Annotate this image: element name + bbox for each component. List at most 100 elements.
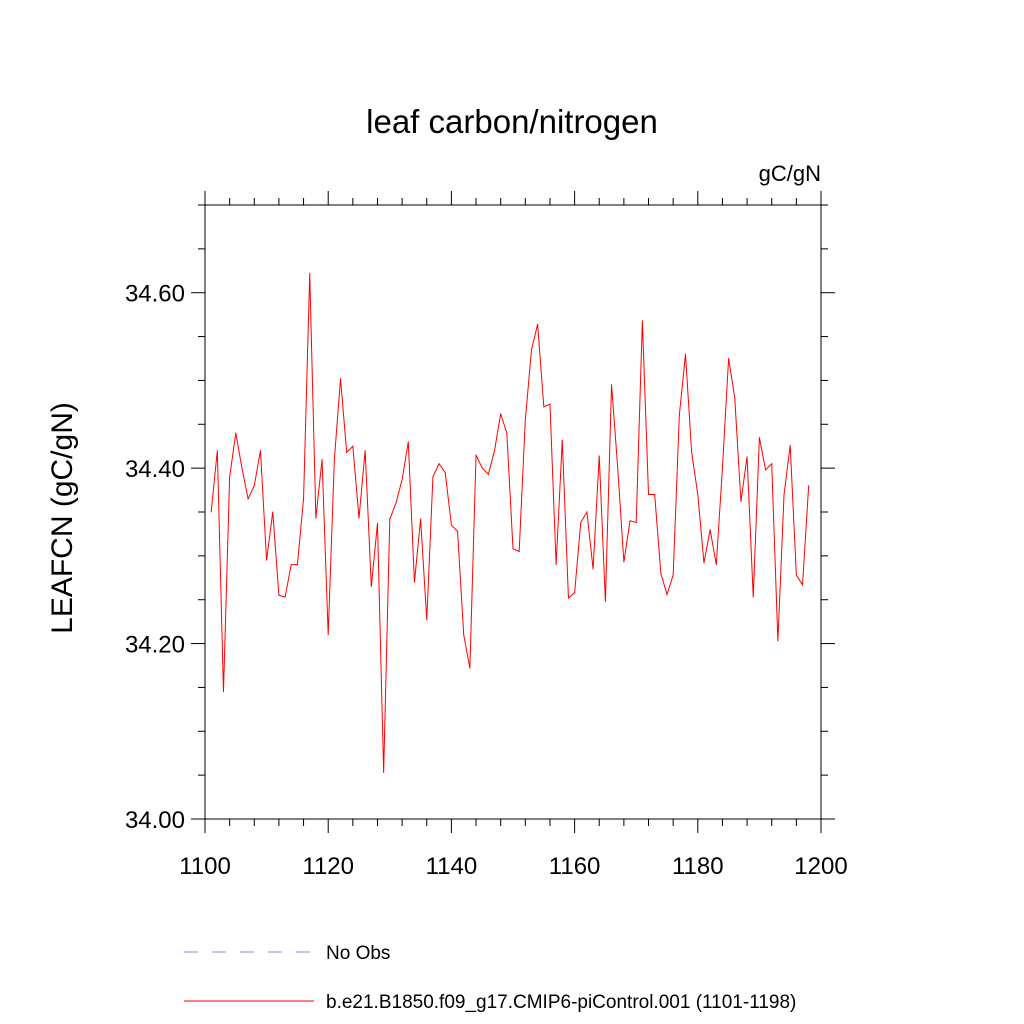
data-point (758, 436, 760, 438)
data-point (623, 561, 625, 563)
data-point (444, 472, 446, 474)
data-point (500, 413, 502, 415)
data-point (321, 458, 323, 460)
data-point (691, 451, 693, 453)
units-label: gC/gN (759, 161, 821, 186)
ticks-layer (191, 191, 835, 833)
data-point (703, 562, 705, 564)
data-point (407, 441, 409, 443)
data-point (494, 450, 496, 452)
data-point (383, 772, 385, 774)
data-point (567, 597, 569, 599)
data-point (222, 691, 224, 693)
data-point (684, 353, 686, 355)
data-point (241, 467, 243, 469)
data-point (672, 574, 674, 576)
data-point (450, 524, 452, 526)
data-point (574, 592, 576, 594)
y-tick-label: 34.20 (125, 632, 185, 659)
data-point (340, 378, 342, 380)
data-point (358, 517, 360, 519)
data-point (765, 469, 767, 471)
data-point (635, 522, 637, 524)
data-point (721, 467, 723, 469)
data-point (641, 320, 643, 322)
data-point (259, 450, 261, 452)
data-point (518, 550, 520, 552)
y-tick-label: 34.00 (125, 807, 185, 834)
data-point (346, 451, 348, 453)
x-tick-label: 1200 (794, 853, 847, 880)
data-point (487, 473, 489, 475)
data-point (389, 518, 391, 520)
data-point (580, 522, 582, 524)
data-point (438, 463, 440, 465)
data-point (678, 415, 680, 417)
x-tick-label: 1140 (426, 853, 478, 880)
data-point (506, 432, 508, 434)
y-axis-label: LEAFCN (gC/gN) (46, 402, 79, 634)
data-point (543, 406, 545, 408)
series-layer (210, 272, 810, 774)
data-point (376, 522, 378, 524)
legend-label-1: b.e21.B1850.f09_g17.CMIP6-piControl.001 … (326, 992, 796, 1013)
data-point (420, 518, 422, 520)
data-point (296, 564, 298, 566)
data-point (611, 384, 613, 386)
data-point (715, 564, 717, 566)
data-point (457, 530, 459, 532)
data-point (247, 498, 249, 500)
data-point (512, 548, 514, 550)
data-point (481, 467, 483, 469)
data-point (401, 479, 403, 481)
data-point (537, 323, 539, 325)
y-tick-label: 34.40 (125, 456, 185, 483)
data-point (272, 511, 274, 513)
data-point (530, 349, 532, 351)
data-point (752, 596, 754, 598)
data-point (216, 450, 218, 452)
data-point (648, 493, 650, 495)
data-point (413, 581, 415, 583)
data-point (315, 517, 317, 519)
series-line-1 (210, 273, 810, 773)
data-point (364, 450, 366, 452)
data-point (660, 572, 662, 574)
data-point (278, 594, 280, 596)
data-point (777, 640, 779, 642)
data-point (333, 458, 335, 460)
data-point (604, 600, 606, 602)
chart-title: leaf carbon/nitrogen (366, 103, 658, 140)
data-point (469, 667, 471, 669)
data-point (370, 586, 372, 588)
data-point (395, 502, 397, 504)
data-point (463, 634, 465, 636)
data-point (586, 511, 588, 513)
data-point (327, 634, 329, 636)
data-point (235, 432, 237, 434)
data-point (728, 358, 730, 359)
data-point (352, 445, 354, 447)
y-tick-label: 34.60 (125, 281, 185, 308)
data-point (666, 593, 668, 595)
data-point (783, 493, 785, 495)
data-point (697, 493, 699, 495)
data-point (303, 498, 305, 500)
data-point (309, 272, 311, 274)
data-point (771, 463, 773, 465)
data-point (524, 419, 526, 421)
data-point (598, 455, 600, 457)
data-point (740, 500, 742, 502)
data-point (734, 397, 736, 399)
data-point (808, 485, 810, 487)
legend-label-0: No Obs (326, 943, 390, 964)
data-point (629, 520, 631, 522)
data-point (561, 439, 563, 441)
data-point (253, 485, 255, 487)
data-point (789, 444, 791, 446)
data-point (266, 559, 268, 561)
data-point (654, 493, 656, 495)
data-point (290, 564, 292, 566)
data-point (709, 529, 711, 531)
